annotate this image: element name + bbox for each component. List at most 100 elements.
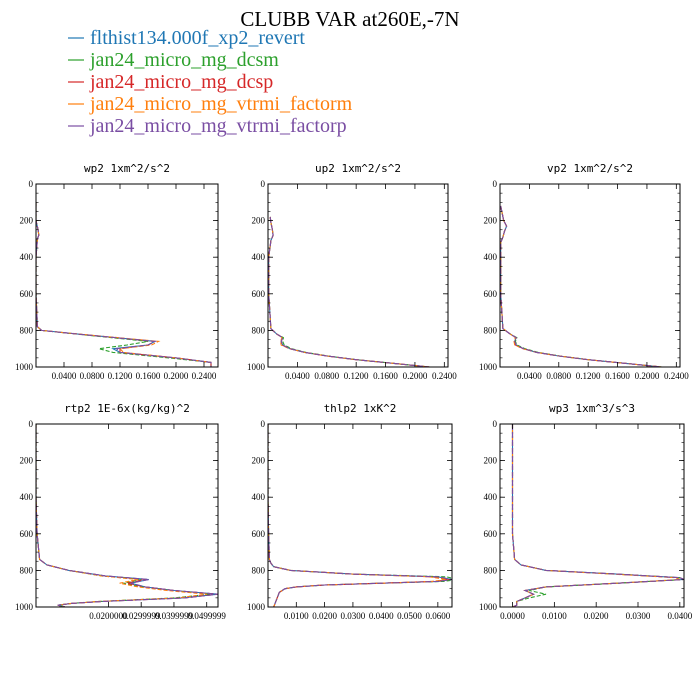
series-group [36, 202, 212, 367]
x-tick-label: 0.2400 [432, 371, 457, 381]
x-tick-label: 0.0400 [52, 371, 77, 381]
y-tick-label: 800 [252, 565, 266, 575]
y-tick-label: 1000 [15, 602, 34, 612]
series-line-5 [511, 424, 684, 607]
y-tick-label: 800 [20, 325, 34, 335]
x-tick-label: 0.0400 [517, 371, 542, 381]
y-tick-label: 200 [20, 456, 34, 466]
y-tick-label: 600 [20, 289, 34, 299]
x-tick-label: 0.0100 [542, 611, 567, 621]
panel-4: rtp2 1E-6x(kg/kg)^2 0 200 400 600 800 1000 0.02… [15, 402, 226, 621]
legend-label-1: flthist134.000f_xp2_revert [90, 27, 305, 49]
y-tick-label: 800 [252, 325, 266, 335]
series-line-1 [500, 205, 662, 367]
x-tick-label: 0.0400 [667, 611, 692, 621]
panel-title: up2 1xm^2/s^2 [315, 162, 401, 175]
y-tick-label: 1000 [247, 602, 266, 612]
panel-2: up2 1xm^2/s^2 0 200 400 600 800 1000 0.0400 0.08… [247, 162, 457, 381]
y-tick-label: 800 [484, 565, 498, 575]
panel-title: thlp2 1xK^2 [324, 402, 397, 415]
y-tick-label: 0 [261, 419, 266, 429]
series-line-2 [36, 202, 212, 367]
series-line-1 [511, 424, 684, 607]
y-tick-label: 0 [493, 419, 498, 429]
y-tick-label: 600 [20, 529, 34, 539]
x-tick-label: 0.0200000 [89, 611, 128, 621]
y-tick-label: 800 [20, 565, 34, 575]
y-tick-label: 800 [484, 325, 498, 335]
x-tick-label: 0.0200 [584, 611, 609, 621]
series-line-3 [500, 205, 662, 367]
plot-frame [267, 183, 449, 368]
series-line-3 [36, 202, 212, 367]
panel-1: wp2 1xm^2/s^2 0 200 400 600 800 1000 0.0400 0.08… [15, 162, 219, 381]
y-tick-label: 1000 [479, 362, 498, 372]
plot-frame [35, 423, 219, 608]
series-line-4 [36, 202, 212, 367]
series-group [268, 424, 452, 607]
x-tick-label: 0.0200 [312, 611, 337, 621]
x-tick-label: 0.0800 [546, 371, 571, 381]
series-line-3 [268, 216, 430, 367]
x-tick-label: 0.0600 [425, 611, 450, 621]
series-line-2 [268, 424, 452, 607]
x-tick-label: 0.0299999 [122, 611, 161, 621]
series-line-2 [511, 424, 684, 607]
y-tick-label: 1000 [15, 362, 34, 372]
series-line-5 [268, 424, 452, 607]
x-tick-label: 0.2000 [403, 371, 428, 381]
y-tick-label: 200 [252, 456, 266, 466]
x-tick-label: 0.2000 [164, 371, 189, 381]
x-tick-label: 0.0499999 [188, 611, 227, 621]
y-tick-label: 1000 [479, 602, 498, 612]
panel-title: vp2 1xm^2/s^2 [547, 162, 633, 175]
panel-title: wp2 1xm^2/s^2 [84, 162, 170, 175]
series-line-1 [36, 424, 218, 607]
series-line-3 [511, 424, 684, 607]
series-line-4 [36, 424, 208, 607]
x-tick-label: 0.2000 [635, 371, 660, 381]
x-tick-label: 0.0400 [369, 611, 394, 621]
legend-label-2: jan24_micro_mg_dcsm [89, 49, 279, 71]
y-tick-label: 200 [20, 216, 34, 226]
panel-3: vp2 1xm^2/s^2 0 200 400 600 800 1000 0.0400 0.08… [479, 162, 689, 381]
x-tick-label: 0.0800 [314, 371, 339, 381]
panel-title: rtp2 1E-6x(kg/kg)^2 [64, 402, 190, 415]
series-line-1 [36, 202, 212, 367]
series-group [268, 216, 430, 367]
series-line-1 [268, 424, 452, 607]
series-line-3 [268, 424, 450, 607]
legend-label-4: jan24_micro_mg_vtrmi_factorm [89, 93, 353, 115]
plot-frame [499, 423, 685, 608]
legend: flthist134.000f_xp2_revertjan24_micro_mg… [68, 27, 353, 137]
x-tick-label: 0.1600 [373, 371, 398, 381]
x-tick-label: 0.2400 [192, 371, 217, 381]
plot-frame [267, 423, 453, 608]
series-group [511, 424, 684, 607]
series-line-4 [500, 205, 662, 367]
series-line-4 [268, 424, 447, 607]
y-tick-label: 0 [493, 179, 498, 189]
y-tick-label: 400 [484, 492, 498, 502]
x-tick-label: 0.0300 [626, 611, 651, 621]
series-line-5 [36, 424, 218, 607]
x-tick-label: 0.0399999 [155, 611, 194, 621]
y-tick-label: 400 [484, 252, 498, 262]
panel-5: thlp2 1xK^2 0 200 400 600 800 1000 0.0100 0.0200… [247, 402, 453, 621]
y-tick-label: 1000 [247, 362, 266, 372]
x-tick-label: 0.1200 [576, 371, 601, 381]
x-tick-label: 0.0400 [285, 371, 310, 381]
x-tick-label: 0.0300 [341, 611, 366, 621]
series-line-5 [268, 216, 430, 367]
y-tick-label: 600 [252, 289, 266, 299]
series-line-2 [268, 216, 430, 367]
y-tick-label: 0 [29, 179, 34, 189]
series-line-2 [500, 205, 662, 367]
series-line-3 [36, 424, 218, 607]
x-tick-label: 0.1600 [605, 371, 630, 381]
x-tick-label: 0.0500 [397, 611, 422, 621]
y-tick-label: 400 [252, 252, 266, 262]
y-tick-label: 200 [484, 216, 498, 226]
